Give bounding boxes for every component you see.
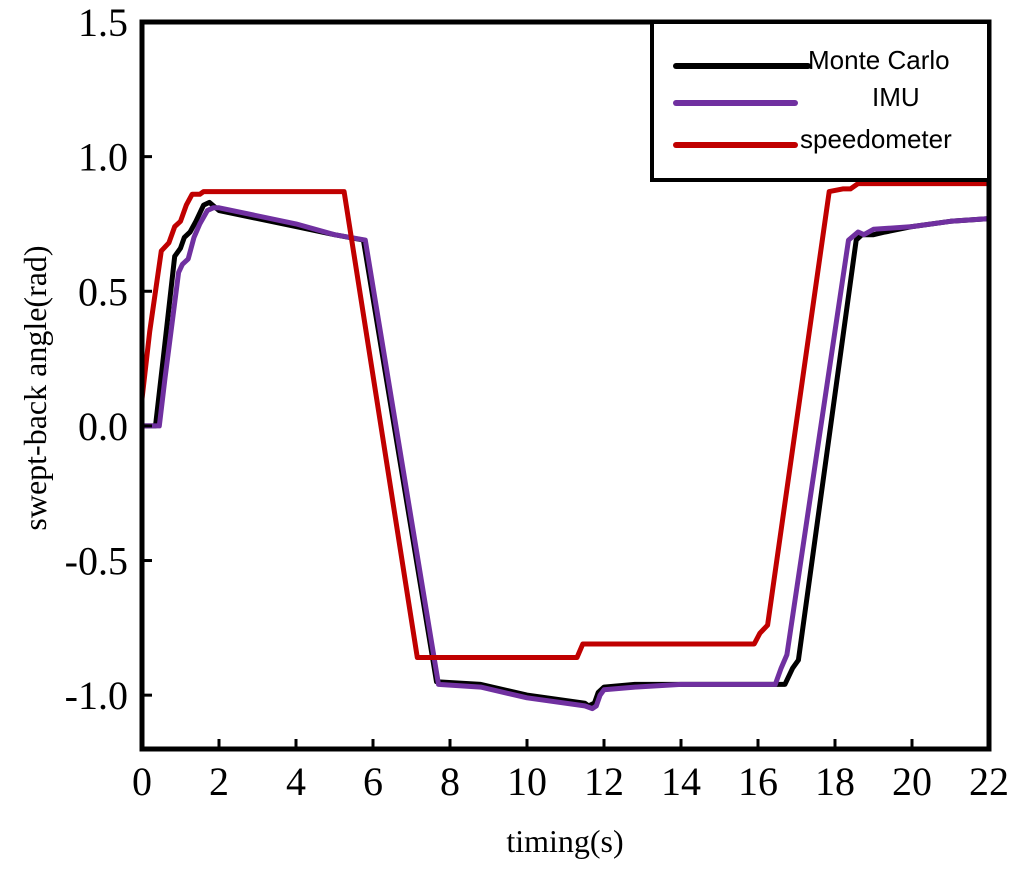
x-tick-label: 22 <box>969 759 1009 804</box>
y-axis-label: swept-back angle(rad) <box>17 245 53 530</box>
series-line-speedometer <box>139 181 992 660</box>
x-tick-label: 20 <box>892 759 932 804</box>
x-tick-label: 0 <box>132 759 152 804</box>
legend: Monte Carlo IMU speedometer <box>650 20 991 182</box>
x-axis-label: timing(s) <box>506 823 623 859</box>
x-tick-label: 16 <box>738 759 778 804</box>
legend-label-monte-carlo: Monte Carlo <box>808 45 950 75</box>
series-line-monte-carlo <box>139 199 992 709</box>
series-line-imu <box>139 205 992 712</box>
y-tick-label: 1.0 <box>78 135 128 180</box>
x-tick-label: 2 <box>209 759 229 804</box>
x-tick-label: 4 <box>286 759 306 804</box>
x-tick-label: 10 <box>507 759 547 804</box>
x-tick-label: 14 <box>661 759 701 804</box>
x-tick-label: 18 <box>815 759 855 804</box>
x-tick-label: 6 <box>363 759 383 804</box>
y-tick-label: 0.0 <box>78 404 128 449</box>
legend-label-speedometer: speedometer <box>800 124 952 154</box>
y-tick-label: 1.5 <box>78 0 128 45</box>
series-layer <box>139 181 992 712</box>
x-axis-ticks: 0 2 4 6 8 10 12 14 16 18 20 22 <box>132 739 1009 804</box>
y-tick-label: 0.5 <box>78 269 128 314</box>
legend-label-imu: IMU <box>872 82 920 112</box>
y-tick-label: -1.0 <box>65 673 128 718</box>
y-axis-ticks: 1.5 1.0 0.5 0.0 -0.5 -1.0 <box>65 0 152 718</box>
y-tick-label: -0.5 <box>65 539 128 584</box>
plot-frame <box>139 19 992 752</box>
x-tick-label: 12 <box>584 759 624 804</box>
x-tick-label: 8 <box>440 759 460 804</box>
